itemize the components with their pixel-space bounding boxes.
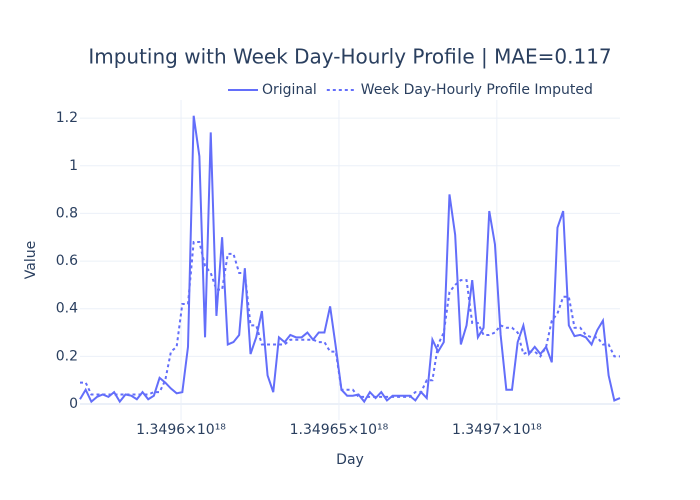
legend-label: Original bbox=[262, 82, 317, 98]
y-tick-label: 0 bbox=[69, 396, 78, 412]
legend-label: Week Day-Hourly Profile Imputed bbox=[361, 82, 593, 98]
y-tick-label: 1.2 bbox=[56, 110, 78, 126]
y-axis-title: Value bbox=[23, 241, 39, 279]
y-tick-label: 0.4 bbox=[56, 301, 78, 317]
chart-title: Imputing with Week Day-Hourly Profile | … bbox=[88, 45, 611, 69]
x-axis-title: Day bbox=[336, 452, 364, 468]
data-line bbox=[80, 241, 620, 398]
y-tick-label: 0.8 bbox=[56, 205, 78, 221]
y-tick-label: 0.2 bbox=[56, 348, 78, 364]
x-tick-label: 1.34965×10¹⁸ bbox=[290, 422, 389, 438]
y-tick-label: 1 bbox=[69, 158, 78, 174]
x-tick-label: 1.3496×10¹⁸ bbox=[136, 422, 226, 438]
data-line bbox=[79, 115, 621, 404]
x-tick-label: 1.3497×10¹⁸ bbox=[452, 422, 542, 438]
y-tick-label: 0.6 bbox=[56, 253, 78, 269]
